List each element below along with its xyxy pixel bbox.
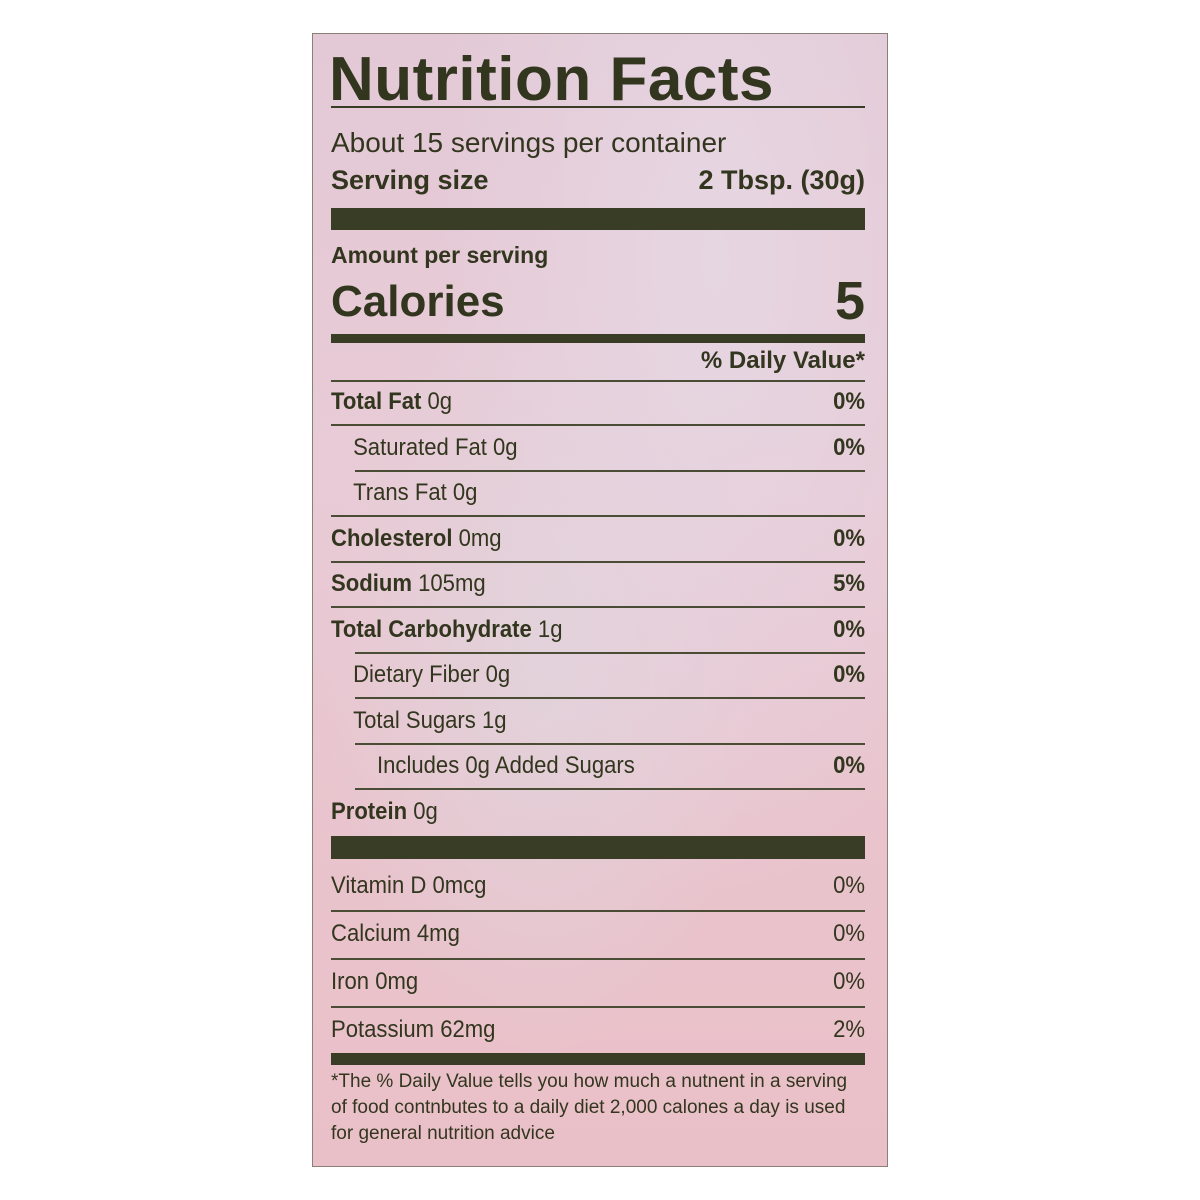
footnote: *The % Daily Value tells you how much a … [331,1071,848,1144]
vitamin-name: Vitamin D [331,872,427,899]
nutrient-daily-value: 0% [833,388,866,415]
nutrition-facts-label: Nutrition Facts About 15 servings per co… [312,33,888,1167]
nutrient-daily-value: 0% [833,524,866,552]
nutrient-name: Trans Fat [353,479,447,506]
vitamin-daily-value: 0% [833,968,866,995]
serving-size-value: 2 Tbsp. (30g) [698,165,865,195]
vitamin-amount: 0mcg [432,872,487,899]
vitamin-amount: 4mg [416,920,460,947]
nutrient-row: Sodium 105mg 5% [331,562,865,606]
nutrient-name: Total Fat [331,388,422,415]
daily-value-header: % Daily Value* [700,347,865,374]
thick-divider [331,208,865,230]
divider [331,380,865,382]
nutrient-row: Dietary Fiber 0g 0% [331,653,865,697]
vitamin-name-amount: Potassium 62mg [331,1016,495,1044]
nutrient-amount: 0g [493,433,518,461]
nutrient-name-amount: Sodium 105mg [331,570,486,598]
vitamin-amount: 62mg [440,1016,496,1043]
vitamin-name: Iron [331,968,370,995]
calories-label: Calories [331,277,505,326]
vitamin-name: Potassium [331,1016,435,1043]
nutrient-row: Total Carbohydrate 1g 0% [331,608,865,652]
vitamin-name: Calcium [331,920,411,947]
divider [331,424,865,426]
nutrient-row: Total Fat 0g 0% [331,380,865,424]
nutrient-name-amount: Includes 0g Added Sugars [331,752,635,780]
nutrient-row: Trans Fat 0g [331,471,865,515]
nutrient-amount: 0g [427,388,453,415]
label-title: Nutrition Facts [329,45,774,114]
nutrient-name: Saturated Fat [353,433,487,461]
nutrient-row: Saturated Fat 0g 0% [331,426,865,470]
divider [355,651,865,654]
vitamin-amount: 0mg [375,968,419,995]
nutrient-name-amount: Saturated Fat 0g [331,433,518,462]
vitamin-row: Calcium 4mg 0% [331,912,865,956]
divider [331,958,865,960]
vitamin-row: Iron 0mg 0% [331,960,865,1004]
nutrient-daily-value: 0% [833,433,866,461]
nutrient-name-amount: Trans Fat 0g [331,479,477,507]
servings-per-container: About 15 servings per container [331,127,727,158]
nutrient-name-amount: Dietary Fiber 0g [331,661,510,689]
nutrient-daily-value: 0% [833,661,866,688]
nutrient-name: Total Sugars [353,706,476,734]
vitamin-daily-value: 2% [833,1016,866,1043]
calories-value: 5 [834,271,865,331]
vitamin-name-amount: Calcium 4mg [331,920,460,948]
vitamin-name-amount: Iron 0mg [331,968,418,996]
nutrient-name-amount: Protein 0g [331,798,438,826]
nutrient-name: Includes 0g Added Sugars [377,752,635,779]
divider [355,788,865,790]
amount-per-serving: Amount per serving [331,242,549,268]
nutrient-name: Sodium [331,570,412,597]
nutrient-name-amount: Cholesterol 0mg [331,525,502,553]
thick-divider [331,836,865,859]
divider [355,697,865,699]
nutrient-row: Includes 0g Added Sugars 0% [331,744,865,788]
nutrient-name: Dietary Fiber [353,661,480,688]
divider [331,606,865,608]
vitamin-row: Potassium 62mg 2% [331,1008,865,1052]
nutrient-row: Total Sugars 1g [331,699,865,743]
divider [331,560,865,563]
nutrient-row: Cholesterol 0mg 0% [331,517,865,561]
vitamin-daily-value: 0% [833,920,866,947]
nutrient-name: Total Carbohydrate [331,615,532,643]
vitamin-daily-value: 0% [833,872,866,899]
divider [331,515,865,517]
divider [355,742,865,745]
vitamin-row: Vitamin D 0mcg 0% [331,864,865,908]
nutrient-name: Protein [331,797,408,825]
nutrient-amount: 0mg [458,524,502,552]
nutrient-name-amount: Total Sugars 1g [331,706,507,735]
nutrient-name-amount: Total Fat 0g [331,388,452,416]
nutrient-daily-value: 0% [833,615,866,643]
nutrient-row: Protein 0g [331,790,865,834]
medium-divider [331,1053,865,1065]
nutrient-amount: 0g [485,661,511,688]
vitamin-name-amount: Vitamin D 0mcg [331,872,486,900]
nutrient-daily-value: 5% [833,570,866,597]
divider [331,106,865,108]
medium-divider [331,334,865,343]
divider [355,469,865,472]
nutrient-amount: 1g [537,615,563,643]
divider [331,1006,865,1008]
serving-size-label: Serving size [331,165,489,195]
nutrient-amount: 1g [481,706,507,734]
nutrient-amount: 0g [413,797,438,825]
divider [331,910,865,912]
nutrient-name: Cholesterol [331,524,453,552]
nutrient-amount: 105mg [418,570,486,597]
nutrient-amount: 0g [452,479,478,506]
nutrient-daily-value: 0% [833,752,866,779]
nutrient-name-amount: Total Carbohydrate 1g [331,616,562,644]
